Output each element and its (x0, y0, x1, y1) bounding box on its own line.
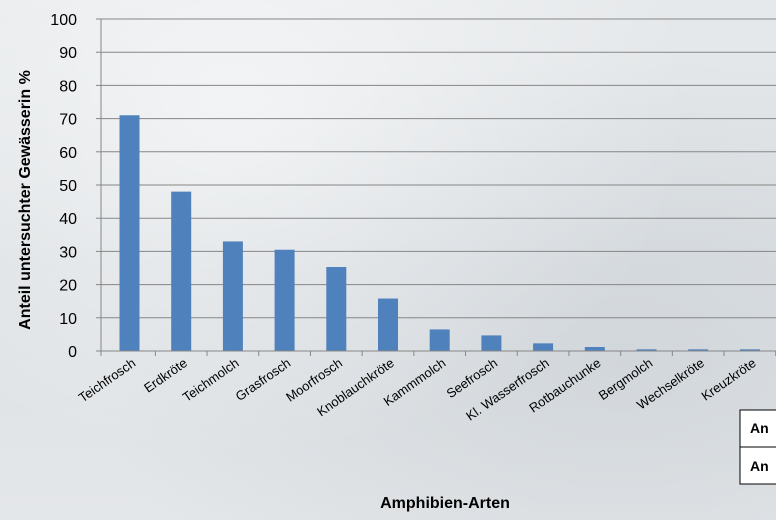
y-tick-label: 50 (59, 178, 77, 195)
y-tick-label: 100 (50, 12, 77, 29)
gridlines (101, 18, 776, 319)
bar (636, 349, 657, 351)
bar (688, 349, 709, 351)
data-table-fragment: An An (739, 409, 776, 485)
bar (326, 267, 347, 351)
bar (533, 343, 554, 351)
y-tick-label: 70 (59, 112, 77, 129)
y-tick-label: 60 (59, 145, 77, 162)
y-tick-label: 90 (59, 45, 77, 62)
bar (119, 115, 140, 351)
x-tick-label: Kreuzkröte (699, 355, 759, 403)
data-table-row-2: An (750, 458, 769, 474)
y-tick-label: 40 (59, 211, 77, 228)
y-tick-label: 0 (68, 344, 77, 361)
y-tick-label: 30 (59, 244, 77, 261)
x-tick-label: Teichfrosch (76, 355, 138, 405)
data-table-row-1: An (750, 420, 769, 436)
x-axis-title: Amphibien-Arten (380, 495, 510, 512)
y-tick-label: 10 (59, 311, 77, 328)
y-tick-labels: 0 10 20 30 40 50 60 70 80 90 100 (50, 12, 101, 361)
x-tick-label: Teichmolch (180, 355, 242, 405)
x-tick-labels: Teichfrosch ErdkröteTeichmolchGrasfroschM… (76, 351, 776, 424)
bar (481, 335, 502, 351)
bar (584, 347, 605, 351)
y-axis-title: Anteil untersuchter Gewässerin % (17, 70, 34, 330)
bar (378, 298, 398, 351)
bar (739, 349, 760, 351)
x-tick-label: Grasfrosch (233, 355, 294, 404)
bar (222, 241, 243, 351)
bar (171, 191, 192, 351)
bars (119, 115, 760, 351)
y-tick-label: 80 (59, 78, 77, 95)
bar (429, 329, 450, 351)
bar (274, 249, 295, 351)
y-tick-label: 20 (59, 278, 77, 295)
